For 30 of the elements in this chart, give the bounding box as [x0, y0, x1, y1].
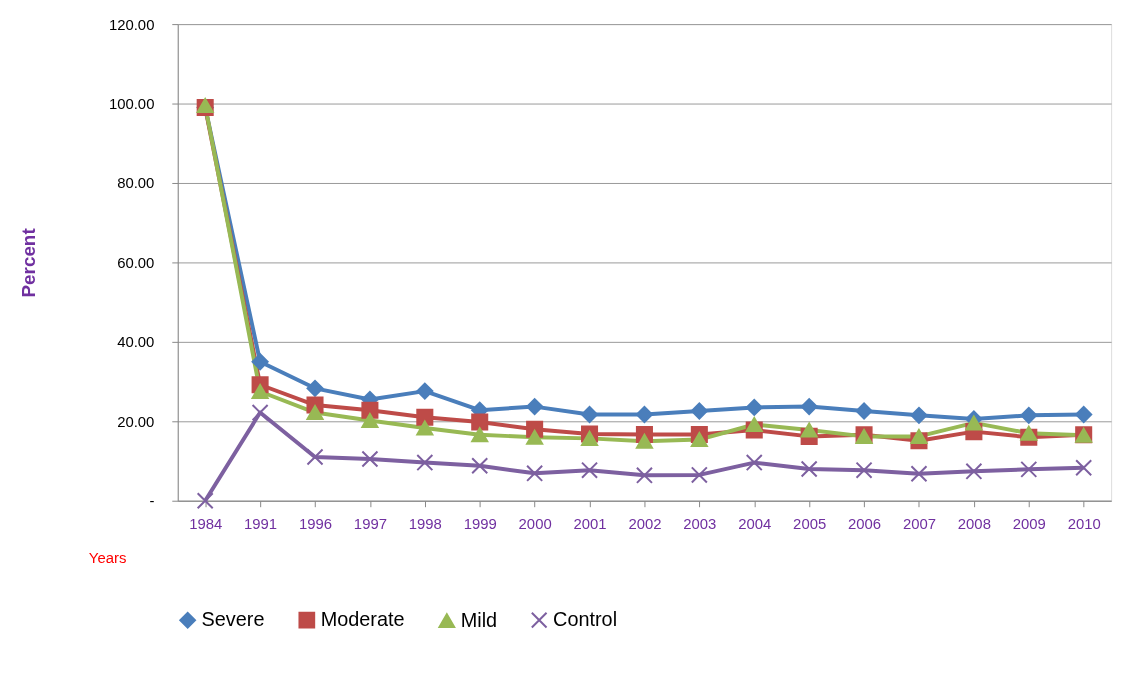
y-tick-label: 60.00 [117, 254, 155, 271]
legend-label: Severe [201, 608, 265, 631]
y-tick-label: 80.00 [117, 175, 155, 192]
x-tick-label: 1996 [298, 516, 333, 533]
x-tick-label: 2008 [957, 516, 991, 533]
x-tick-label: 2000 [518, 516, 552, 533]
x-axis-title: Years [88, 549, 127, 566]
y-tick-label: 20.00 [117, 413, 155, 430]
y-axis-title: Percent [18, 227, 40, 298]
x-tick-label: 2006 [848, 516, 882, 533]
x-tick-label: 2003 [683, 516, 717, 533]
y-tick-label: - [149, 493, 155, 510]
legend-label: Mild [460, 608, 498, 631]
x-tick-label: 2005 [793, 516, 827, 533]
y-tick-label: 100.00 [108, 96, 155, 113]
x-tick-label: 1984 [189, 516, 223, 533]
x-tick-label: 2010 [1067, 516, 1101, 533]
legend-label: Moderate [320, 608, 405, 631]
x-tick-label: 2004 [738, 516, 772, 533]
x-tick-label: 2002 [628, 516, 662, 533]
legend-label: Control [553, 608, 618, 631]
x-tick-label: 2009 [1012, 516, 1046, 533]
x-tick-label: 1997 [353, 516, 387, 533]
x-tick-label: 1991 [244, 516, 278, 533]
x-tick-label: 2001 [573, 516, 607, 533]
x-tick-label: 2007 [902, 516, 937, 533]
y-tick-label: 120.00 [108, 16, 155, 33]
x-tick-label: 1999 [463, 516, 497, 533]
x-tick-label: 1998 [408, 516, 442, 533]
y-tick-label: 40.00 [117, 334, 155, 351]
